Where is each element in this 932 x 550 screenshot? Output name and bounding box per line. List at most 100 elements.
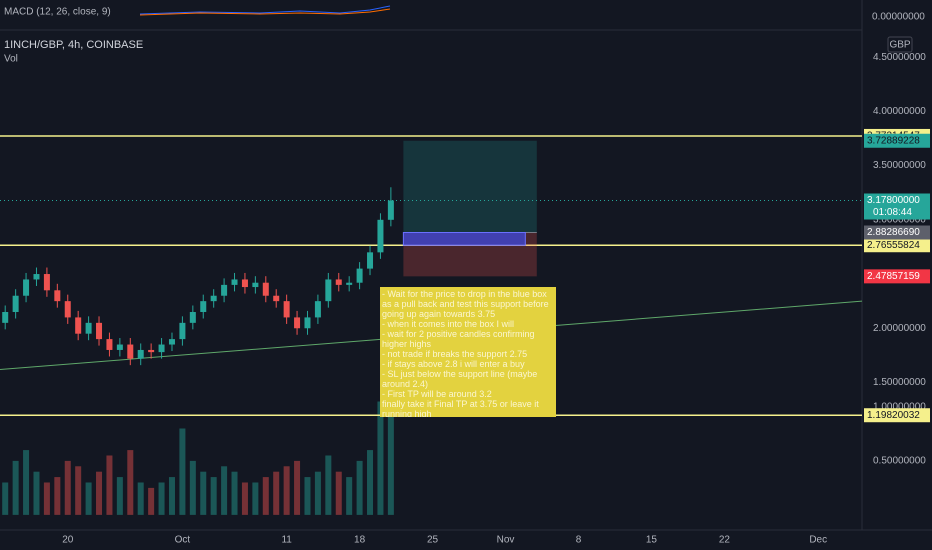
candle-body — [231, 279, 238, 285]
y-tick-label: 3.50000000 — [873, 160, 926, 171]
x-tick-label: 18 — [354, 535, 366, 546]
candle-body — [262, 282, 269, 296]
note-line: - Wait for the price to drop in the blue… — [382, 289, 549, 319]
support-zone — [402, 232, 526, 246]
candle-body — [106, 339, 113, 350]
candle-body — [85, 322, 92, 334]
volume-bar — [127, 450, 134, 515]
annotation-note: - Wait for the price to drop in the blue… — [380, 287, 556, 417]
y-tick-label: 3.00000000 — [873, 214, 926, 225]
volume-bar — [241, 482, 248, 515]
x-tick-label: 15 — [646, 535, 658, 546]
volume-bar — [356, 460, 363, 515]
volume-bar — [85, 482, 92, 515]
candle-body — [96, 322, 103, 340]
candle-body — [294, 317, 301, 329]
volume-bar — [200, 471, 207, 515]
stop-label: 2.47857159 — [867, 271, 920, 282]
candle-body — [314, 301, 321, 318]
target-zone — [403, 140, 537, 233]
candle-body — [200, 301, 207, 312]
volume-bar — [252, 482, 259, 515]
candle-body — [241, 279, 248, 288]
volume-bar — [96, 471, 103, 515]
note-line: - if stays above 2.8 i will enter a buy — [382, 359, 525, 369]
volume-bar — [221, 466, 228, 515]
candle-body — [23, 279, 30, 296]
candle-body — [367, 252, 374, 269]
note-line: - not trade if breaks the support 2.75 — [382, 349, 528, 359]
candle-body — [304, 317, 311, 329]
currency-button[interactable] — [887, 36, 913, 53]
candle-body — [179, 322, 186, 340]
candle-body — [325, 279, 332, 302]
volume-bar — [210, 477, 217, 515]
volume-bar — [12, 460, 19, 515]
stop-label-bg — [864, 269, 930, 284]
candle-body — [12, 295, 19, 312]
candle-body — [377, 219, 384, 253]
y-tick-label: 4.00000000 — [873, 106, 926, 117]
volume-bar — [2, 482, 9, 515]
volume-bar — [189, 460, 196, 515]
volume-bar — [335, 471, 342, 515]
volume-bar — [75, 466, 82, 515]
x-tick-label: 25 — [427, 535, 439, 546]
candle-body — [116, 344, 123, 350]
candle-body — [252, 282, 259, 288]
volume-bar — [179, 428, 186, 515]
note-line: - when it comes into the box I will — [382, 319, 515, 329]
x-tick-label: Nov — [497, 535, 515, 546]
candle-body — [158, 344, 165, 353]
candle-body — [33, 274, 40, 280]
candle-body — [221, 284, 228, 296]
volume-bar — [387, 396, 394, 515]
candle-body — [127, 344, 134, 359]
hline-label-bg — [864, 238, 930, 253]
x-tick-label: 11 — [281, 535, 292, 546]
candle-body — [54, 290, 61, 302]
candle-body — [189, 311, 196, 323]
macd-decoration — [139, 5, 391, 15]
macd-pane — [0, 0, 862, 30]
y-tick-label: 4.50000000 — [873, 52, 926, 63]
hline-label: 2.76555824 — [867, 240, 920, 251]
y2-tick-label: 0.50000000 — [873, 456, 926, 467]
volume-bar — [158, 482, 165, 515]
target-label: 3.72889228 — [867, 135, 920, 146]
candle-body — [346, 282, 353, 285]
candle-body — [75, 317, 82, 334]
y-tick-label: 2.00000000 — [873, 323, 926, 334]
note-line: - SL just below the support line (maybe … — [382, 369, 538, 389]
entry-label: 2.88286690 — [867, 227, 920, 238]
volume-bar — [54, 477, 61, 515]
currency-label[interactable]: GBP — [889, 40, 910, 51]
volume-bar — [64, 460, 71, 515]
candle-body — [64, 301, 71, 318]
volume-bar — [168, 477, 175, 515]
countdown: 01:08:44 — [873, 207, 912, 218]
macd-decoration — [139, 8, 391, 16]
hline-label-bg — [864, 408, 930, 423]
volume-bar — [283, 466, 290, 515]
x-tick-label: 8 — [576, 535, 582, 546]
note-line: - First TP will be around 3.2 — [382, 389, 492, 399]
volume-bar — [116, 477, 123, 515]
volume-bar — [106, 455, 113, 515]
candle-body — [210, 295, 217, 302]
volume-bar — [43, 482, 50, 515]
candle-body — [2, 311, 9, 323]
volume-bar — [377, 401, 384, 515]
x-tick-label: Oct — [175, 535, 191, 546]
volume-bar — [304, 477, 311, 515]
last-price-tag — [864, 193, 930, 220]
x-tick-label: Dec — [809, 535, 827, 546]
indicator-label: MACD (12, 26, close, 9) — [4, 7, 111, 18]
y2-tick-label: 1.00000000 — [873, 402, 926, 413]
volume-bar — [137, 482, 144, 515]
y-tick-label: 1.50000000 — [873, 377, 926, 388]
target-label-bg — [864, 133, 930, 148]
